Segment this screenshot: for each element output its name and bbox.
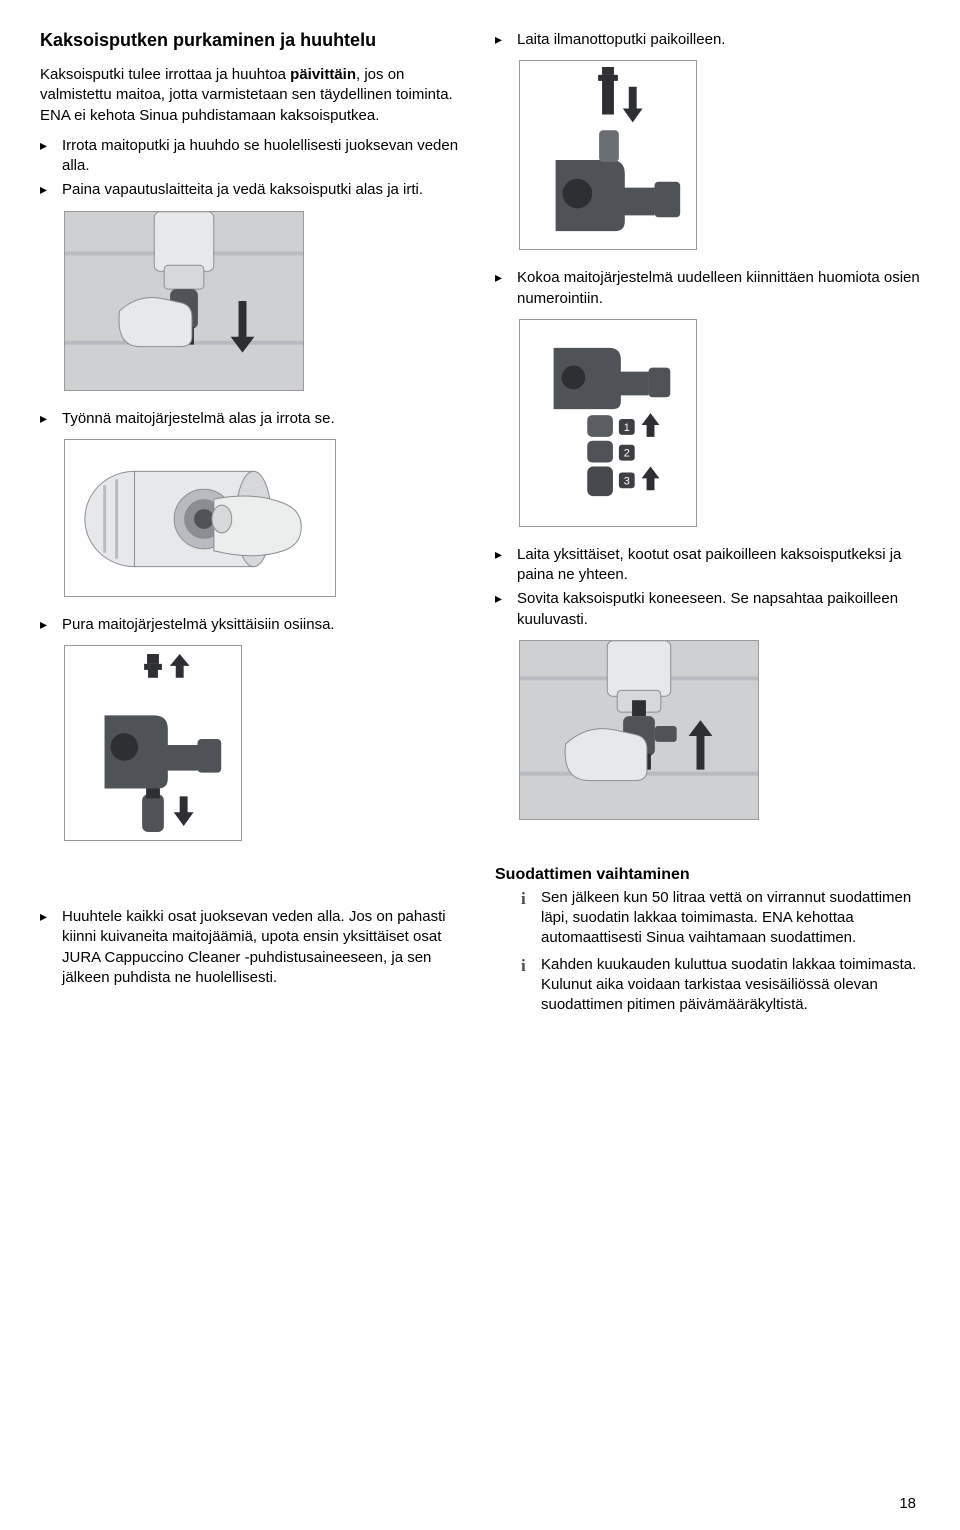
info-row: i Kahden kuukauden kuluttua suodatin lak… [495,955,920,1016]
svg-text:3: 3 [624,475,630,487]
figure-fit-machine [519,640,759,820]
arrow-icon: ▸ [495,589,517,609]
right-bullets-2: ▸Kokoa maitojärjestelmä uudelleen kiinni… [495,268,920,309]
bullet-text: Huuhtele kaikki osat juoksevan veden all… [62,907,465,988]
arrow-icon: ▸ [495,268,517,288]
figure-disassemble [64,645,242,841]
arrow-icon: ▸ [40,136,62,156]
intro-bold: päivittäin [290,66,356,83]
arrow-icon: ▸ [40,907,62,927]
info-text: Sen jälkeen kun 50 litraa vettä on virra… [541,888,920,949]
bullet-text: Laita ilmanottoputki paikoilleen. [517,30,920,50]
bullet-text: Työnnä maitojärjestelmä alas ja irrota s… [62,409,465,429]
svg-text:2: 2 [624,447,630,459]
filter-section-title: Suodattimen vaihtaminen [495,866,920,884]
list-item: ▸Kokoa maitojärjestelmä uudelleen kiinni… [495,268,920,309]
intro-p1: Kaksoisputki tulee irrottaa ja huuhtoa [40,66,290,83]
arrow-icon: ▸ [40,615,62,635]
figure-air-intake [519,60,697,250]
info-row: i Sen jälkeen kun 50 litraa vettä on vir… [495,888,920,949]
left-bullets-2: ▸Työnnä maitojärjestelmä alas ja irrota … [40,409,465,429]
bullet-text: Kokoa maitojärjestelmä uudelleen kiinnit… [517,268,920,309]
left-bullets-3: ▸Pura maitojärjestelmä yksittäisiin osii… [40,615,465,635]
bullet-text: Pura maitojärjestelmä yksittäisiin osiin… [62,615,465,635]
arrow-icon: ▸ [40,409,62,429]
arrow-icon: ▸ [495,545,517,565]
list-item: ▸Paina vapautuslaitteita ja vedä kaksois… [40,180,465,200]
left-column: Kaksoisputken purkaminen ja huuhtelu Kak… [40,30,465,1021]
arrow-icon: ▸ [40,180,62,200]
list-item: ▸Sovita kaksoisputki koneeseen. Se napsa… [495,589,920,630]
right-column: ▸Laita ilmanottoputki paikoilleen. ▸Koko… [495,30,920,1021]
bullet-text: Irrota maitoputki ja huuhdo se huolellis… [62,136,465,177]
list-item: ▸Laita yksittäiset, kootut osat paikoill… [495,545,920,586]
left-bullets-4: ▸Huuhtele kaikki osat juoksevan veden al… [40,907,465,988]
bullet-text: Sovita kaksoisputki koneeseen. Se napsah… [517,589,920,630]
list-item: ▸Laita ilmanottoputki paikoilleen. [495,30,920,50]
list-item: ▸Irrota maitoputki ja huuhdo se huolelli… [40,136,465,177]
bullet-text: Paina vapautuslaitteita ja vedä kaksoisp… [62,180,465,200]
info-text: Kahden kuukauden kuluttua suodatin lakka… [541,955,920,1016]
list-item: ▸Työnnä maitojärjestelmä alas ja irrota … [40,409,465,429]
figure-detach-spout [64,211,304,391]
right-bullets-3: ▸Laita yksittäiset, kootut osat paikoill… [495,545,920,630]
list-item: ▸Huuhtele kaikki osat juoksevan veden al… [40,907,465,988]
figure-numbered-assembly: 1 2 3 [519,319,697,527]
intro-paragraph: Kaksoisputki tulee irrottaa ja huuhtoa p… [40,65,465,126]
svg-text:1: 1 [624,422,630,434]
list-item: ▸Pura maitojärjestelmä yksittäisiin osii… [40,615,465,635]
info-icon: i [521,888,541,911]
page-title: Kaksoisputken purkaminen ja huuhtelu [40,30,465,51]
info-icon: i [521,955,541,978]
page-number: 18 [899,1495,916,1512]
arrow-icon: ▸ [495,30,517,50]
figure-push-milk-system [64,439,336,597]
right-bullets-1: ▸Laita ilmanottoputki paikoilleen. [495,30,920,50]
left-bullets-1: ▸Irrota maitoputki ja huuhdo se huolelli… [40,136,465,201]
bullet-text: Laita yksittäiset, kootut osat paikoille… [517,545,920,586]
